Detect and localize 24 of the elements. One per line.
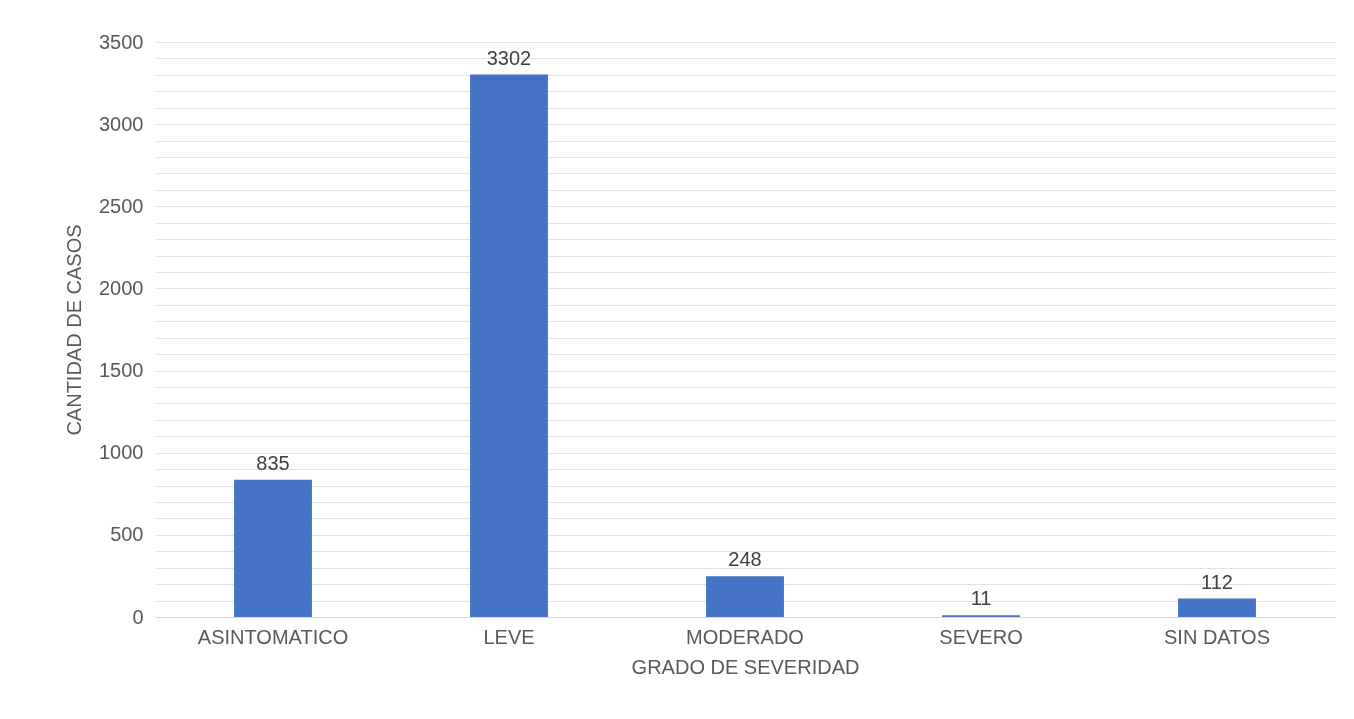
x-tick-label: SIN DATOS <box>1164 625 1270 648</box>
x-tick-label: LEVE <box>483 625 535 648</box>
x-tick-label: MODERADO <box>686 625 804 648</box>
y-tick-label: 2500 <box>99 194 144 217</box>
bar <box>234 479 312 617</box>
data-label: 112 <box>1201 570 1233 593</box>
y-tick-label: 3000 <box>99 112 144 135</box>
y-tick-label: 1500 <box>99 359 144 382</box>
x-tick-label: ASINTOMATICO <box>197 625 349 648</box>
x-tick-label: SEVERO <box>939 625 1023 648</box>
x-axis-title: GRADO DE SEVERIDAD <box>631 655 860 678</box>
data-label: 248 <box>728 548 762 571</box>
y-tick-label: 3500 <box>99 30 144 53</box>
bar <box>706 576 784 617</box>
data-label: 3302 <box>486 46 532 69</box>
data-label: 11 <box>970 587 992 610</box>
bar <box>1178 598 1256 617</box>
y-tick-label: 2000 <box>99 276 144 299</box>
data-label: 835 <box>256 451 290 474</box>
bar <box>470 74 548 617</box>
y-tick-label: 500 <box>110 523 144 546</box>
y-axis-title: CANTIDAD DE CASOS <box>63 224 86 436</box>
y-tick-label: 1000 <box>99 441 144 464</box>
y-tick-label: 0 <box>132 605 144 628</box>
